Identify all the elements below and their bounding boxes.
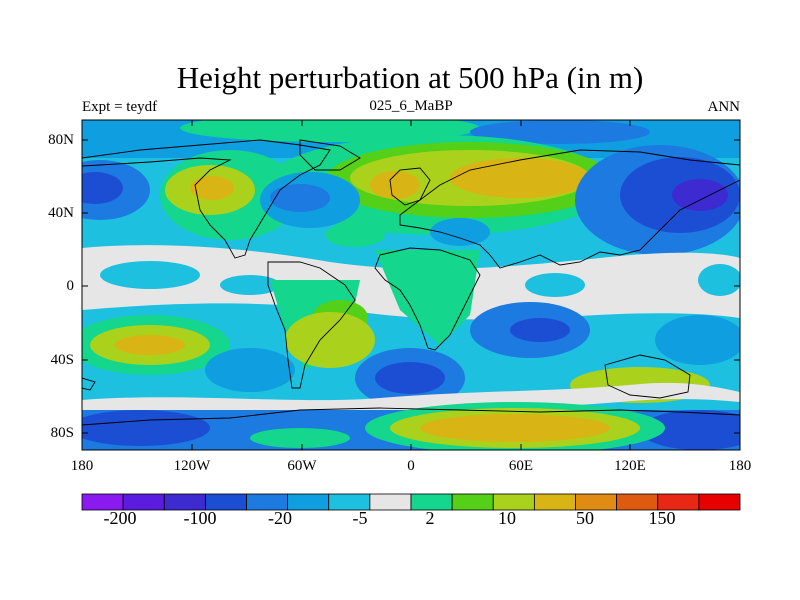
lon-label-0: 0 [407,458,415,474]
colorbar-swatch [698,493,741,511]
colorbar-label: 150 [648,508,676,528]
lat-label-0: 0 [66,278,75,294]
period-label: 025_6_MaBP [369,98,453,114]
season-label: ANN [707,99,741,115]
colorbar-label: 2 [425,508,435,528]
lat-label-40s: 40S [50,352,74,368]
colorbar [81,493,741,511]
lon-ticks [191,120,631,450]
colorbar-label: -200 [103,508,137,528]
map-frame [81,119,741,451]
lon-label-60w: 60W [287,458,317,474]
colorbar-label: -100 [183,508,217,528]
lat-label-80s: 80S [50,425,74,441]
coastlines [82,139,740,426]
lon-label-120w: 120W [173,458,211,474]
colorbar-label: -5 [352,508,368,528]
lon-label-60e: 60E [508,458,534,474]
lon-label-180e: 180 [728,458,752,474]
colorbar-label: -20 [268,508,292,528]
lon-label-180w: 180 [70,458,94,474]
lat-label-80n: 80N [48,132,74,148]
lon-label-120e: 120E [614,458,646,474]
colorbar-label: 50 [576,508,594,528]
lat-ticks [82,139,740,434]
colorbar-label: 10 [498,508,516,528]
main-title: Height perturbation at 500 hPa (in m) [176,60,644,95]
experiment-label: Expt = teydf [82,99,158,115]
lat-label-40n: 40N [48,205,74,221]
contour-fill [82,120,740,450]
